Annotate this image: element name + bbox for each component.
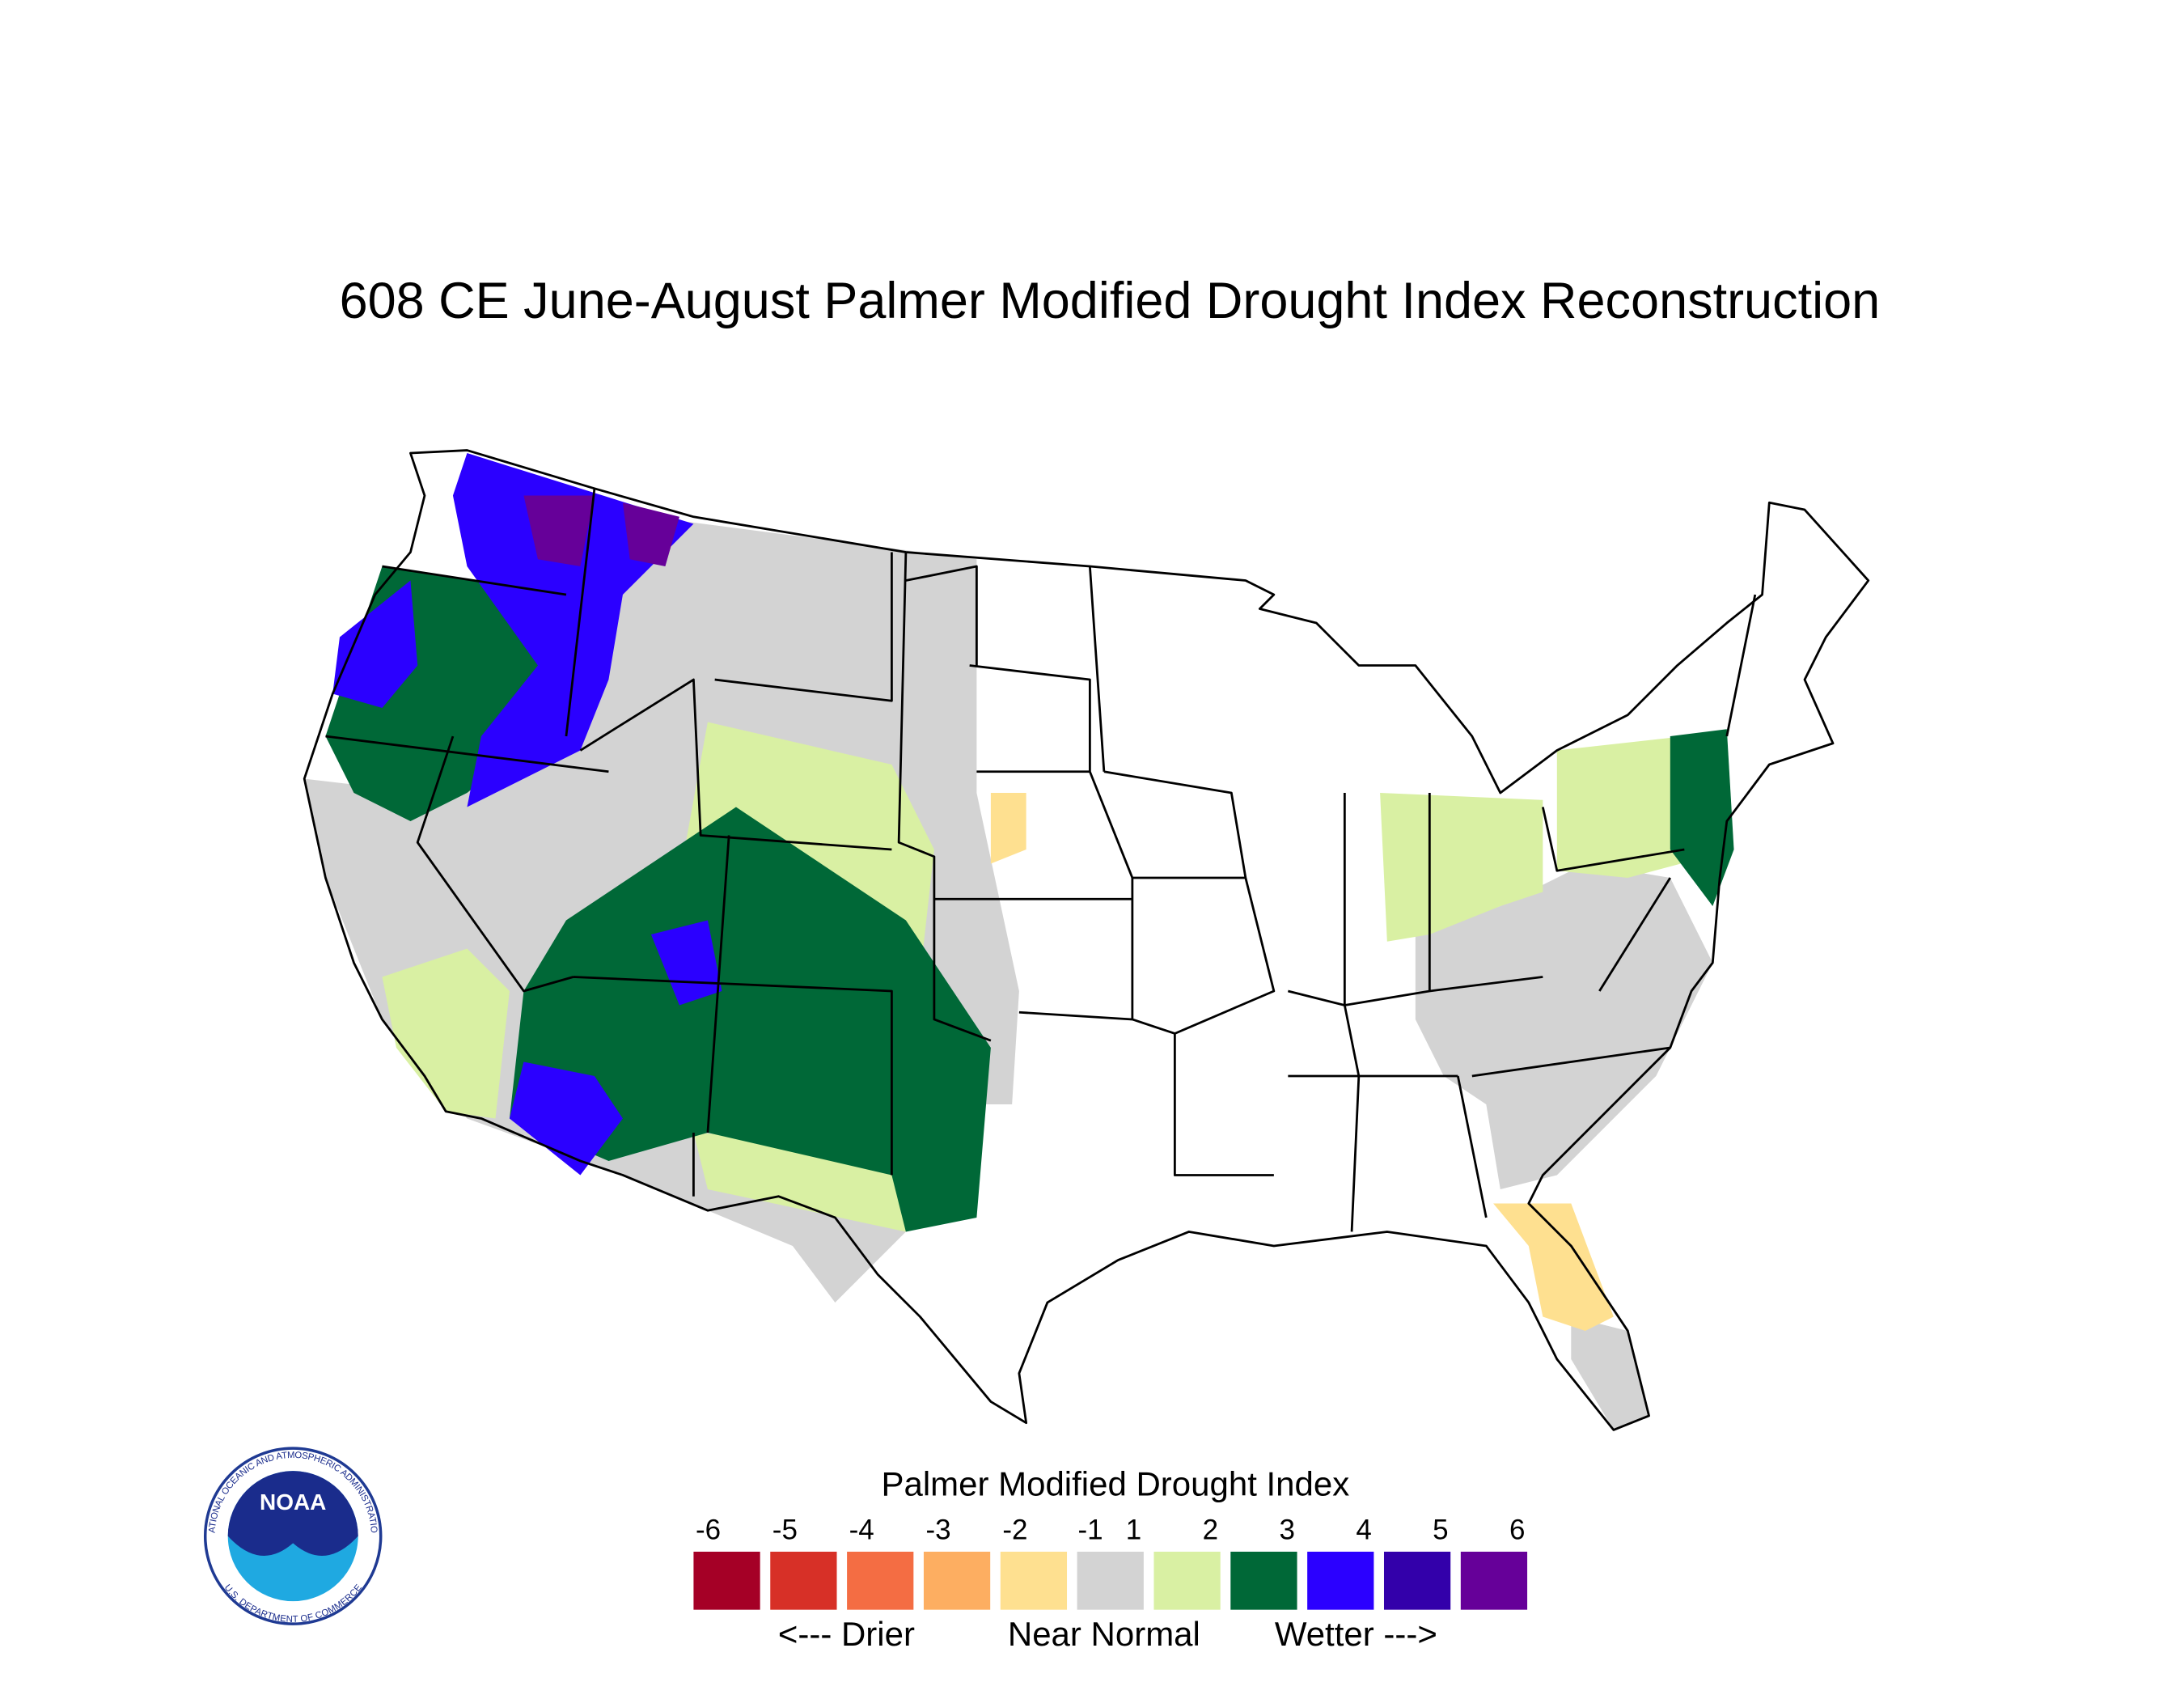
region-slightly-dry xyxy=(990,793,1026,864)
legend-tick-label: 6 xyxy=(1509,1515,1525,1546)
region-extremely-wet xyxy=(622,502,679,567)
legend-tick-label: 5 xyxy=(1433,1515,1448,1546)
region-moderately-wet xyxy=(509,807,991,1232)
legend-swatch xyxy=(1307,1551,1374,1610)
legend-swatch xyxy=(923,1551,991,1610)
region-near-normal xyxy=(1571,1316,1649,1430)
legend-swatch xyxy=(770,1551,837,1610)
legend-note: <--- Drier xyxy=(778,1615,915,1653)
legend-tick-label: -6 xyxy=(696,1515,721,1546)
legend-tick-label: -4 xyxy=(849,1515,874,1546)
legend-swatch xyxy=(1077,1551,1144,1610)
state-borders xyxy=(325,488,1757,1232)
region-near-normal xyxy=(1415,863,1713,1189)
legend-swatch xyxy=(1153,1551,1221,1610)
map xyxy=(303,449,1870,1431)
region-slightly-wet xyxy=(382,948,510,1119)
legend-tick-label: -2 xyxy=(1002,1515,1027,1546)
legend: Palmer Modified Drought Index -6 -5 -4 -3 -2… xyxy=(693,1465,1528,1653)
legend-swatch xyxy=(1383,1551,1451,1610)
us-outline xyxy=(303,449,1870,1431)
legend-note: Wetter ---> xyxy=(1275,1615,1437,1653)
region-extremely-wet xyxy=(523,495,595,567)
legend-tick-label: 4 xyxy=(1356,1515,1371,1546)
region-very-wet xyxy=(509,1061,623,1176)
legend-tick-label: -1 xyxy=(1078,1515,1103,1546)
legend-swatch xyxy=(1460,1551,1528,1610)
legend-note: Near Normal xyxy=(1008,1615,1200,1653)
logo-top xyxy=(227,1471,358,1556)
region-very-wet xyxy=(332,580,418,709)
legend-tick-label: 1 xyxy=(1126,1515,1141,1546)
logo-name: NOAA xyxy=(260,1489,326,1515)
region-very-wet xyxy=(650,920,722,1006)
legend-tick-label: 3 xyxy=(1279,1515,1294,1546)
pmdi-cells xyxy=(304,453,1734,1430)
legend-swatch xyxy=(847,1551,914,1610)
legend-swatch xyxy=(1230,1551,1297,1610)
region-slightly-wet xyxy=(1380,793,1543,942)
legend-swatch xyxy=(693,1551,760,1610)
legend-tick-label: -3 xyxy=(925,1515,950,1546)
legend-swatch xyxy=(1000,1551,1068,1610)
region-moderately-wet xyxy=(1670,729,1734,906)
legend-tick-label: 2 xyxy=(1203,1515,1218,1546)
region-slightly-dry xyxy=(1493,1203,1614,1331)
legend-title: Palmer Modified Drought Index xyxy=(881,1465,1349,1503)
map-title: 608 CE June-August Palmer Modified Droug… xyxy=(340,273,1881,329)
legend-tick-label: -5 xyxy=(772,1515,798,1546)
